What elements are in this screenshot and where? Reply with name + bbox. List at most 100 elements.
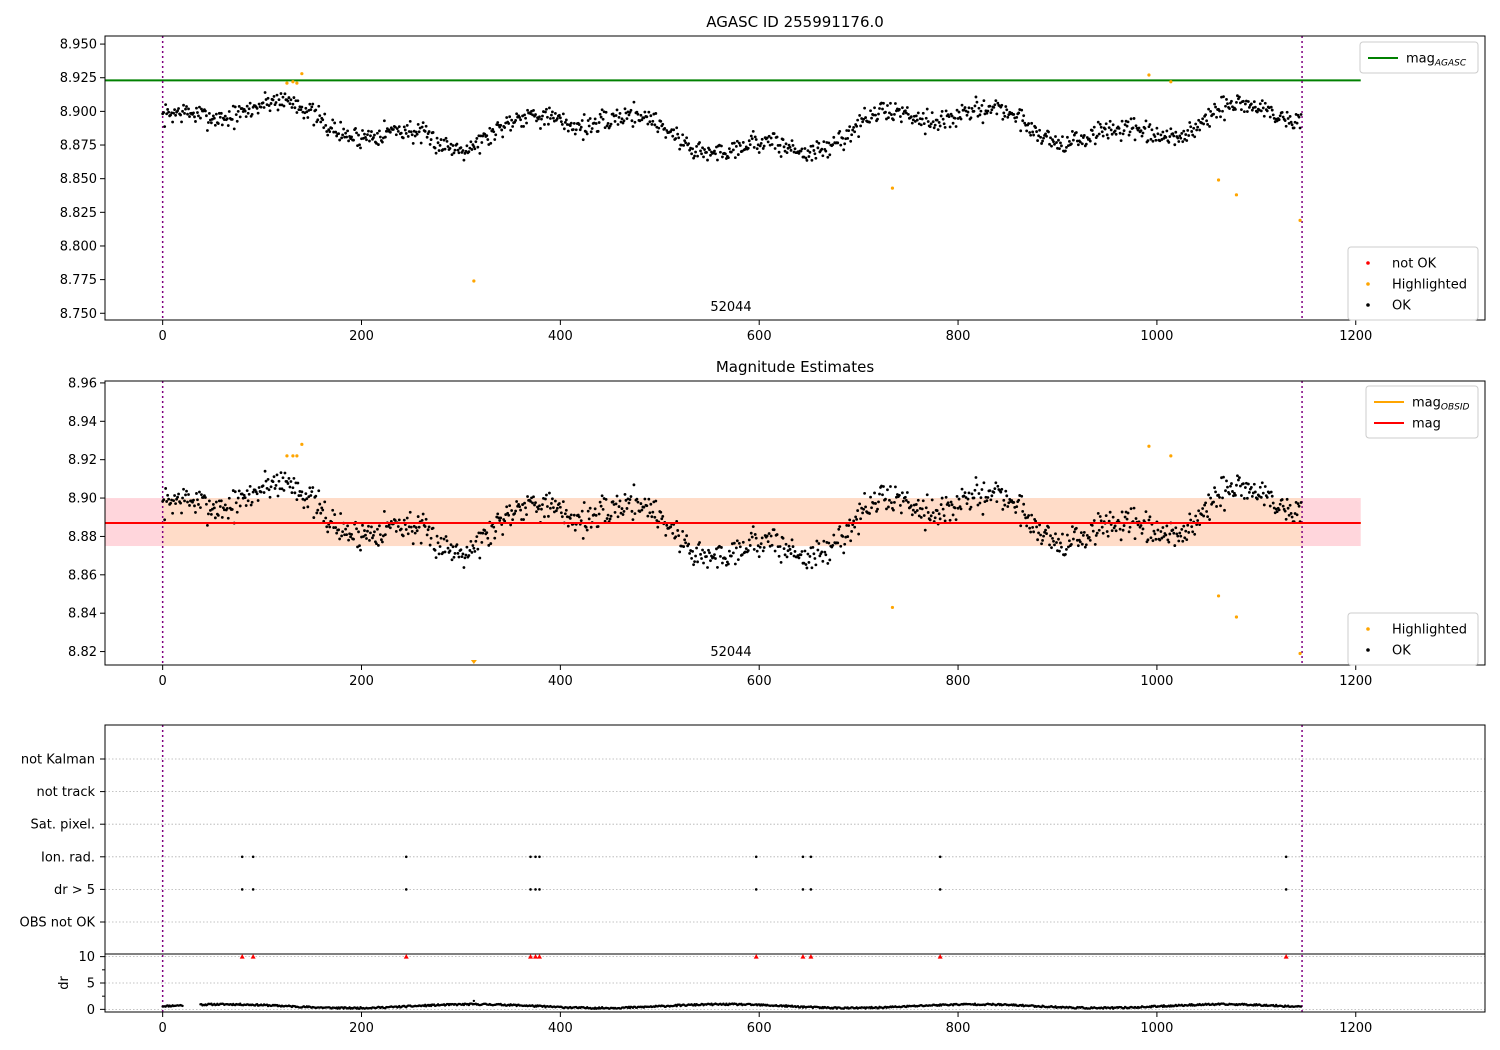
ok-point xyxy=(720,144,723,148)
ok-point xyxy=(1185,139,1189,142)
ok-point xyxy=(404,132,408,135)
ok-point xyxy=(538,115,541,119)
ok-point xyxy=(474,140,478,144)
ok-point xyxy=(540,117,543,121)
ok-point xyxy=(890,501,893,505)
ok-point xyxy=(582,113,586,116)
ok-point xyxy=(642,116,646,120)
ok-point xyxy=(296,481,300,485)
ok-point xyxy=(643,497,647,501)
ok-point xyxy=(366,529,369,533)
ok-point xyxy=(661,122,665,126)
y-tick-label: 8.825 xyxy=(60,206,97,221)
ok-point xyxy=(643,110,647,114)
ok-point xyxy=(1044,528,1047,532)
ok-point xyxy=(654,112,658,115)
ok-point xyxy=(685,534,689,538)
ok-point xyxy=(176,495,179,499)
ok-point xyxy=(915,118,919,122)
ok-point xyxy=(1045,134,1048,138)
ok-point xyxy=(767,532,771,535)
ok-point xyxy=(1088,139,1092,143)
ok-point xyxy=(413,531,417,535)
ok-point xyxy=(275,93,279,97)
ok-point xyxy=(299,494,303,497)
ok-point xyxy=(897,108,901,111)
ok-point xyxy=(480,141,484,144)
ok-point xyxy=(858,114,862,117)
ok-point xyxy=(164,103,168,107)
ok-point xyxy=(282,104,286,108)
ok-point xyxy=(996,101,1000,105)
ok-point xyxy=(343,533,347,537)
ok-point xyxy=(196,111,199,114)
ok-point xyxy=(250,112,254,116)
ok-point xyxy=(397,518,401,522)
ok-point xyxy=(990,494,994,498)
ok-point xyxy=(268,109,272,113)
ok-point xyxy=(283,92,287,96)
ok-point xyxy=(283,471,287,475)
ok-point xyxy=(1177,140,1181,143)
ok-point xyxy=(345,135,348,139)
ok-point xyxy=(1098,122,1102,126)
ok-point xyxy=(174,113,177,117)
ok-point xyxy=(1032,530,1036,534)
ok-point xyxy=(650,123,654,126)
ok-point xyxy=(701,146,704,150)
ok-point xyxy=(306,116,310,119)
legend-label: not OK xyxy=(1392,257,1437,272)
ok-point xyxy=(244,115,248,119)
ok-point xyxy=(635,497,639,501)
ok-point xyxy=(838,130,842,133)
ok-point xyxy=(289,98,293,102)
ok-point xyxy=(959,117,963,121)
ok-point xyxy=(777,554,781,558)
ok-point xyxy=(1195,128,1199,132)
ok-point xyxy=(1277,508,1281,512)
ok-point xyxy=(192,111,195,115)
ok-point xyxy=(1265,495,1269,499)
ok-point xyxy=(1171,132,1175,136)
ok-point xyxy=(889,485,892,488)
ok-point xyxy=(406,135,410,138)
ok-point xyxy=(822,539,826,543)
ok-point xyxy=(1283,119,1287,122)
ok-point xyxy=(861,511,865,515)
ok-point xyxy=(477,134,481,138)
ok-point xyxy=(273,103,277,107)
legend-box xyxy=(1365,385,1479,439)
ok-point xyxy=(965,113,969,117)
ok-point xyxy=(1055,141,1058,144)
ok-point xyxy=(1128,525,1132,529)
ok-point xyxy=(388,526,392,530)
ok-point xyxy=(524,506,527,510)
ok-point xyxy=(1061,135,1064,139)
ok-point xyxy=(1288,503,1292,507)
ok-point xyxy=(1050,144,1053,148)
ok-point xyxy=(1253,105,1257,109)
ok-point xyxy=(906,112,910,116)
ok-point xyxy=(227,496,231,500)
ok-point xyxy=(290,491,294,495)
ok-point xyxy=(1206,123,1210,126)
ok-point xyxy=(855,517,859,521)
ok-point xyxy=(1184,529,1188,533)
legend-box xyxy=(1359,41,1479,74)
ok-point xyxy=(776,545,780,549)
ok-point xyxy=(216,122,220,125)
ok-point xyxy=(276,494,280,498)
ok-point xyxy=(1079,134,1083,138)
ok-point xyxy=(308,102,312,106)
ok-point xyxy=(709,153,712,157)
highlighted-point xyxy=(1169,80,1173,84)
flag-row-label: Sat. pixel. xyxy=(31,818,95,833)
ok-point xyxy=(1136,128,1140,132)
ok-point xyxy=(755,147,759,151)
ok-point xyxy=(508,504,512,508)
ok-point xyxy=(1065,145,1068,149)
ok-point xyxy=(1225,479,1228,483)
ok-point xyxy=(276,108,280,112)
ok-point xyxy=(483,132,487,136)
ok-point xyxy=(267,104,271,107)
